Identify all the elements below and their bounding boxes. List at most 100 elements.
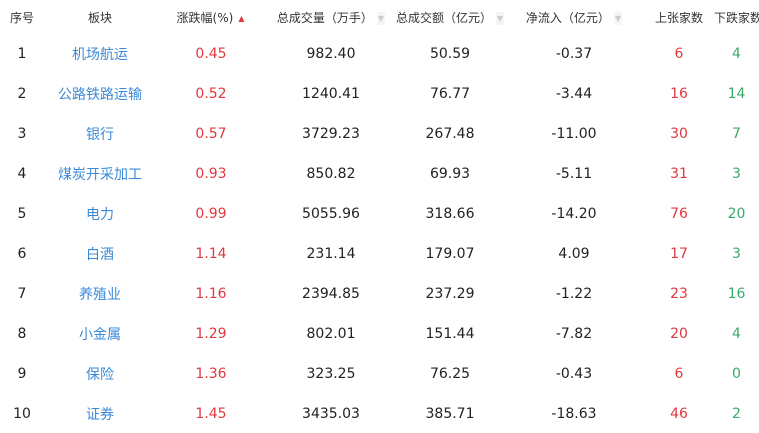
sector-link[interactable]: 证券 bbox=[86, 407, 114, 423]
up-count: 76 bbox=[670, 206, 688, 222]
volume: 3729.23 bbox=[302, 126, 360, 142]
amount: 385.71 bbox=[425, 406, 475, 422]
row-number: 10 bbox=[13, 406, 31, 422]
net-inflow: -7.82 bbox=[555, 326, 593, 342]
down-count: 14 bbox=[727, 86, 746, 102]
table-row: 4 煤炭开采加工 0.93 850.82 69.93 -5.11 31 3 bbox=[0, 154, 759, 194]
net-inflow: -1.22 bbox=[555, 286, 593, 302]
table-row: 9 保险 1.36 323.25 76.25 -0.43 6 0 bbox=[0, 354, 759, 394]
down-count: 4 bbox=[732, 326, 741, 342]
sector-link[interactable]: 公路铁路运输 bbox=[58, 87, 142, 103]
table-row: 8 小金属 1.29 802.01 151.44 -7.82 20 4 bbox=[0, 314, 759, 354]
volume: 231.14 bbox=[306, 246, 356, 262]
amount: 69.93 bbox=[429, 166, 471, 182]
down-count: 3 bbox=[732, 246, 741, 262]
change-pct: 0.45 bbox=[195, 46, 227, 62]
header-change[interactable]: 涨跌幅(%) ▲ bbox=[156, 0, 266, 34]
amount: 318.66 bbox=[425, 206, 475, 222]
row-number: 8 bbox=[17, 326, 27, 342]
down-count: 2 bbox=[732, 406, 741, 422]
row-number: 9 bbox=[17, 366, 27, 382]
up-count: 30 bbox=[670, 126, 688, 142]
change-pct: 1.45 bbox=[195, 406, 227, 422]
table-row: 1 机场航运 0.45 982.40 50.59 -0.37 6 4 bbox=[0, 34, 759, 74]
up-count: 17 bbox=[670, 246, 688, 262]
net-inflow: 4.09 bbox=[558, 246, 590, 262]
table-row: 7 养殖业 1.16 2394.85 237.29 -1.22 23 16 bbox=[0, 274, 759, 314]
header-name: 板块 bbox=[87, 10, 112, 25]
change-pct: 0.93 bbox=[195, 166, 227, 182]
sector-link[interactable]: 白酒 bbox=[86, 247, 114, 263]
volume: 5055.96 bbox=[302, 206, 360, 222]
header-inflow[interactable]: 净流入（亿元） ▼ bbox=[504, 0, 644, 34]
row-number: 4 bbox=[17, 166, 27, 182]
header-up-count: 上张家数 bbox=[654, 10, 703, 25]
change-pct: 1.14 bbox=[195, 246, 227, 262]
row-number: 3 bbox=[17, 126, 27, 142]
sort-desc-icon[interactable]: ▼ bbox=[496, 11, 505, 25]
amount: 237.29 bbox=[425, 286, 475, 302]
change-pct: 1.36 bbox=[195, 366, 227, 382]
net-inflow: -3.44 bbox=[555, 86, 593, 102]
volume: 1240.41 bbox=[302, 86, 360, 102]
down-count: 4 bbox=[732, 46, 741, 62]
change-pct: 1.16 bbox=[195, 286, 227, 302]
sort-desc-icon[interactable]: ▼ bbox=[376, 11, 386, 25]
change-pct: 0.57 bbox=[195, 126, 227, 142]
net-inflow: -0.37 bbox=[555, 46, 593, 62]
header-label: 涨跌幅(%) bbox=[176, 10, 234, 25]
header-label: 总成交额（亿元） bbox=[396, 10, 493, 25]
header-amount[interactable]: 总成交额（亿元） ▼ bbox=[396, 0, 505, 34]
amount: 151.44 bbox=[425, 326, 475, 342]
amount: 179.07 bbox=[425, 246, 475, 262]
table-row: 6 白酒 1.14 231.14 179.07 4.09 17 3 bbox=[0, 234, 759, 274]
net-inflow: -18.63 bbox=[551, 406, 597, 422]
volume: 982.40 bbox=[306, 46, 356, 62]
table-row: 2 公路铁路运输 0.52 1240.41 76.77 -3.44 16 14 bbox=[0, 74, 759, 114]
header-label: 总成交量（万手） bbox=[276, 10, 373, 25]
amount: 76.25 bbox=[429, 366, 471, 382]
up-count: 23 bbox=[670, 286, 688, 302]
down-count: 0 bbox=[732, 366, 741, 382]
down-count: 20 bbox=[727, 206, 746, 222]
table-row: 3 银行 0.57 3729.23 267.48 -11.00 30 7 bbox=[0, 114, 759, 154]
amount: 50.59 bbox=[429, 46, 471, 62]
sector-link[interactable]: 煤炭开采加工 bbox=[58, 167, 142, 183]
sector-link[interactable]: 机场航运 bbox=[72, 47, 128, 63]
table-row: 5 电力 0.99 5055.96 318.66 -14.20 76 20 bbox=[0, 194, 759, 234]
up-count: 6 bbox=[674, 46, 684, 62]
sort-desc-icon[interactable]: ▼ bbox=[613, 11, 623, 25]
volume: 2394.85 bbox=[302, 286, 360, 302]
down-count: 3 bbox=[732, 166, 741, 182]
amount: 76.77 bbox=[429, 86, 471, 102]
net-inflow: -11.00 bbox=[551, 126, 597, 142]
net-inflow: -0.43 bbox=[555, 366, 593, 382]
sort-asc-icon[interactable]: ▲ bbox=[238, 13, 245, 23]
change-pct: 1.29 bbox=[195, 326, 227, 342]
table-row: 10 证券 1.45 3435.03 385.71 -18.63 46 2 bbox=[0, 394, 759, 433]
amount: 267.48 bbox=[425, 126, 475, 142]
volume: 323.25 bbox=[306, 366, 356, 382]
row-number: 5 bbox=[17, 206, 27, 222]
sector-link[interactable]: 保险 bbox=[86, 367, 114, 383]
up-count: 20 bbox=[670, 326, 688, 342]
volume: 3435.03 bbox=[302, 406, 360, 422]
sector-link[interactable]: 小金属 bbox=[79, 327, 121, 343]
sector-link[interactable]: 银行 bbox=[86, 127, 114, 143]
net-inflow: -14.20 bbox=[551, 206, 597, 222]
header-label: 净流入（亿元） bbox=[525, 10, 610, 25]
net-inflow: -5.11 bbox=[555, 166, 593, 182]
header-volume[interactable]: 总成交量（万手） ▼ bbox=[266, 0, 396, 34]
change-pct: 0.52 bbox=[195, 86, 227, 102]
sector-link[interactable]: 电力 bbox=[86, 207, 114, 223]
row-number: 1 bbox=[17, 46, 27, 62]
row-number: 6 bbox=[17, 246, 27, 262]
sector-link[interactable]: 养殖业 bbox=[79, 287, 121, 303]
down-count: 16 bbox=[727, 286, 746, 302]
row-number: 7 bbox=[17, 286, 27, 302]
up-count: 6 bbox=[674, 366, 684, 382]
down-count: 7 bbox=[732, 126, 741, 142]
header-no: 序号 bbox=[9, 10, 34, 25]
